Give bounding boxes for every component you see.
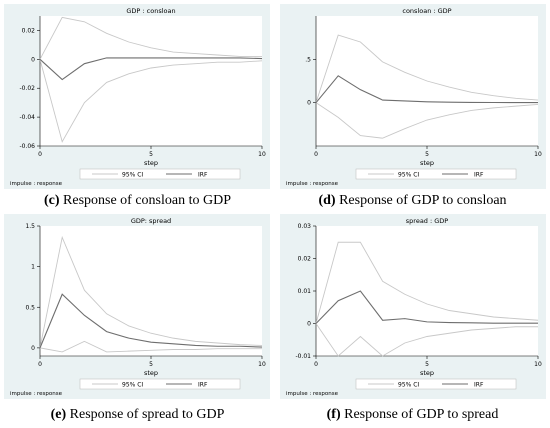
x-tick-label: 5	[149, 361, 153, 368]
y-tick-label: 0	[31, 345, 35, 352]
y-tick-label: 0.02	[298, 256, 312, 263]
irf-line	[315, 75, 538, 104]
x-tick-label: 10	[534, 151, 542, 158]
x-tick-label: 5	[425, 151, 429, 158]
caption-e-letter: (e)	[50, 407, 67, 422]
caption-d-text: Response of GDP to consloan	[335, 193, 507, 208]
caption-c-letter: (c)	[43, 193, 60, 208]
chart-c: GDP : consloan -0.06 -0.04 -0.02 0 0.02 0 5 10 st…	[10, 7, 266, 187]
impulse-response-note: impulse : response	[286, 391, 339, 397]
x-tick-label: 0	[314, 361, 318, 368]
y-tick-label: 1.5	[25, 223, 35, 230]
y-tick-label: .5	[305, 56, 311, 63]
panel-f: spread : GDP -0.01 0 0.01 0.02 0.03 0 5 10 step 95…	[280, 214, 546, 399]
caption-f-letter: (f)	[326, 407, 341, 422]
legend-ci-label: 95% CI	[398, 382, 419, 389]
caption-e: (e) Response of spread to GDP	[0, 407, 275, 423]
y-tick-label: 0	[307, 100, 311, 107]
legend-ci-label: 95% CI	[398, 172, 419, 179]
ci-line-upper	[39, 235, 263, 348]
impulse-response-note: impulse : response	[10, 391, 63, 397]
caption-f: (f) Response of GDP to spread	[275, 407, 550, 423]
caption-d: (d) Response of GDP to consloan	[275, 193, 550, 209]
legend	[79, 378, 241, 390]
y-tick-label: -0.02	[19, 85, 35, 92]
x-tick-label: 10	[534, 361, 542, 368]
x-axis-title: step	[420, 369, 434, 377]
x-axis-title: step	[144, 159, 158, 167]
y-tick-label: 0.02	[22, 27, 36, 34]
y-tick-label: 0	[307, 321, 311, 328]
x-tick-label: 5	[425, 361, 429, 368]
caption-e-text: Response of spread to GDP	[66, 407, 225, 422]
y-tick-label: 0.01	[298, 288, 312, 295]
y-tick-label: -0.01	[295, 353, 311, 360]
x-tick-label: 10	[258, 361, 266, 368]
x-tick-label: 0	[314, 151, 318, 158]
legend-irf-label: IRF	[474, 382, 484, 389]
x-tick-label: 0	[38, 361, 42, 368]
ci-line-lower	[315, 102, 539, 139]
plot-area	[40, 16, 262, 146]
ci-line-upper	[39, 16, 262, 60]
impulse-response-note: impulse : response	[286, 181, 339, 187]
caption-c: (c) Response of consloan to GDP	[0, 193, 275, 209]
y-tick-label: 0.03	[298, 223, 312, 230]
legend-ci-label: 95% CI	[122, 172, 143, 179]
plot-area	[316, 226, 538, 356]
legend-irf-label: IRF	[198, 172, 208, 179]
legend	[355, 168, 517, 180]
panel-c: GDP : consloan -0.06 -0.04 -0.02 0 0.02 0 5 10 st…	[4, 4, 270, 189]
legend-ci-label: 95% CI	[122, 382, 143, 389]
plot-area	[40, 226, 262, 356]
x-tick-label: 5	[149, 151, 153, 158]
ci-line-lower	[315, 323, 538, 357]
legend-irf-label: IRF	[198, 382, 208, 389]
y-tick-label: -0.04	[19, 114, 35, 121]
ci-line-upper	[315, 241, 539, 324]
caption-f-text: Response of GDP to spread	[340, 407, 499, 422]
irf-line	[39, 57, 263, 81]
panel-d: consloan : GDP 0 .5 0 5 10 step 95% CI IRF impuls…	[280, 4, 546, 189]
chart-title: GDP: spread	[131, 217, 171, 225]
legend-irf-label: IRF	[474, 172, 484, 179]
caption-d-letter: (d)	[318, 193, 336, 208]
chart-title: spread : GDP	[406, 217, 449, 225]
ci-line-lower	[39, 340, 262, 353]
caption-c-text: Response of consloan to GDP	[59, 193, 232, 208]
irf-line	[39, 293, 263, 349]
x-tick-label: 0	[38, 151, 42, 158]
chart-title: consloan : GDP	[402, 7, 451, 15]
panel-e: GDP: spread 0 0.5 1 1.5 0 5 10 step 95% CI IRF impu…	[4, 214, 270, 399]
x-axis-title: step	[144, 369, 158, 377]
chart-title: GDP : consloan	[126, 7, 175, 15]
impulse-response-note: impulse : response	[10, 181, 63, 187]
ci-line-lower	[39, 59, 263, 143]
y-tick-label: 1	[31, 264, 35, 271]
x-tick-label: 10	[258, 151, 266, 158]
y-tick-label: 0.5	[25, 304, 35, 311]
y-tick-label: 0	[31, 56, 35, 63]
y-tick-label: -0.06	[19, 143, 35, 150]
legend	[355, 378, 517, 390]
ci-line-upper	[315, 34, 539, 103]
irf-line	[315, 290, 538, 324]
legend	[79, 168, 241, 180]
x-axis-title: step	[420, 159, 434, 167]
